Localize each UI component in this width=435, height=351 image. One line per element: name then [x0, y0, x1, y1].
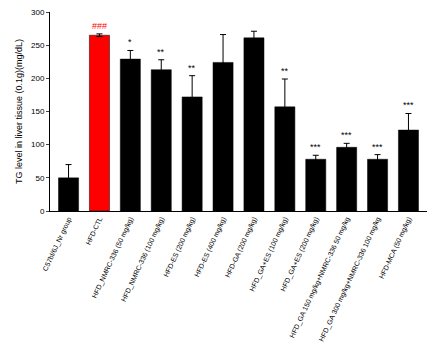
- svg-text:***: ***: [403, 100, 414, 110]
- svg-text:C57bl/6J_Nr group: C57bl/6J_Nr group: [41, 216, 73, 273]
- svg-text:***: ***: [372, 142, 383, 152]
- svg-text:200: 200: [31, 74, 45, 83]
- svg-text:HFD_NMRC-336 (100 mg/kg): HFD_NMRC-336 (100 mg/kg): [120, 216, 166, 303]
- svg-text:*: *: [128, 37, 132, 47]
- svg-text:HFD-ES (400 mg/kg): HFD-ES (400 mg/kg): [193, 216, 228, 279]
- svg-text:HFD-CTL: HFD-CTL: [85, 216, 104, 246]
- svg-text:***: ***: [310, 142, 321, 152]
- svg-text:HFD_GA+ES (200 mg/kg): HFD_GA+ES (200 mg/kg): [279, 216, 321, 293]
- svg-text:HFD-MCA (50 mg/kg): HFD-MCA (50 mg/kg): [378, 216, 414, 280]
- svg-text:HFD-GA (200 mg/kg): HFD-GA (200 mg/kg): [224, 216, 259, 279]
- svg-text:###: ###: [92, 21, 107, 31]
- svg-text:***: ***: [341, 130, 352, 140]
- svg-text:300: 300: [31, 8, 45, 17]
- svg-text:TG level in liver tissue (0.1g: TG level in liver tissue (0.1g)(mg/dL): [14, 39, 24, 184]
- svg-text:HFD-ES (200 mg/kg): HFD-ES (200 mg/kg): [162, 216, 197, 279]
- svg-text:**: **: [281, 66, 289, 76]
- svg-text:HFD_GA 300 mg/kg+NMRC-336 100: HFD_GA 300 mg/kg+NMRC-336 100 mg/kg: [318, 216, 383, 343]
- svg-text:HFD_GA+ES (100 mg/kg): HFD_GA+ES (100 mg/kg): [248, 216, 290, 293]
- svg-text:HFD_NMRC-336 (50 mg/kg): HFD_NMRC-336 (50 mg/kg): [91, 216, 136, 300]
- svg-text:HFD_GA 150 mg/kg+NMRC-336 50 m: HFD_GA 150 mg/kg+NMRC-336 50 mg/kg: [288, 216, 351, 340]
- svg-text:250: 250: [31, 41, 45, 50]
- svg-text:**: **: [188, 63, 196, 73]
- svg-text:0: 0: [40, 207, 45, 216]
- svg-text:50: 50: [35, 174, 44, 183]
- svg-text:**: **: [157, 47, 165, 57]
- svg-text:150: 150: [31, 107, 45, 116]
- svg-text:100: 100: [31, 140, 45, 149]
